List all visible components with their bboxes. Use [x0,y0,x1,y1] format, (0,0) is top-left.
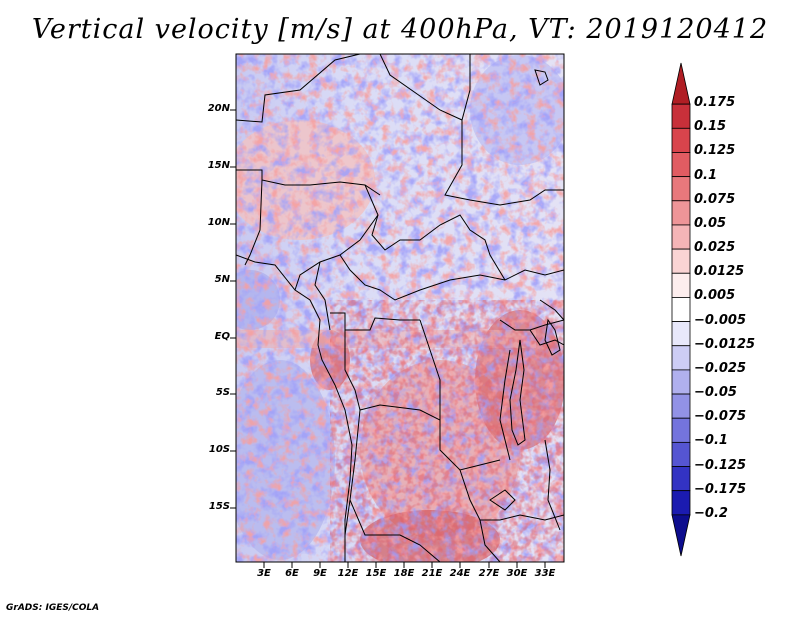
colorbar-level-label: 0.0125 [694,264,745,280]
lat-ticks [230,109,236,509]
lat-label-10n: 10N [207,217,230,228]
colorbar-swatch [671,297,691,322]
map-title: Vertical velocity [m/s] at 400hPa, VT: 2… [31,14,769,45]
colorbar-swatch [671,224,691,250]
lon-label-30e: 30E [506,568,528,579]
colorbar-level-label: −0.125 [694,457,747,473]
lon-label-21e: 21E [421,568,443,579]
lat-label-5n: 5N [214,274,230,285]
colorbar-level-label: 0.175 [694,95,736,111]
lon-label-9e: 9E [313,568,327,579]
colorbar-level-label: −0.1 [694,433,728,449]
lon-label-18e: 18E [393,568,415,579]
lat-label-5s: 5S [215,387,230,398]
colorbar-swatch [671,466,691,492]
colorbar-swatch [671,417,691,443]
colorbar-swatch [671,127,691,153]
colorbar-level-label: −0.05 [694,385,737,401]
colorbar-level-label: 0.025 [694,240,736,256]
colorbar-level-label: 0.1 [694,167,718,183]
colorbar-level-label: −0.0125 [694,336,756,352]
colorbar-level-label: −0.2 [694,505,728,521]
colorbar-level-label: −0.175 [694,481,747,497]
colorbar-swatch [671,441,691,467]
colorbar-level-label: −0.005 [694,312,747,328]
colorbar-level-label: 0.15 [694,119,727,135]
colorbar-level-label: 0.05 [694,215,727,231]
lon-label-15e: 15E [365,568,387,579]
colorbar-swatch [671,200,691,226]
lon-label-24e: 24E [449,568,471,579]
lon-label-33e: 33E [534,568,556,579]
lon-label-6e: 6E [285,568,299,579]
colorbar-swatch [671,514,691,557]
colorbar-level-label: −0.025 [694,360,747,376]
lon-label-27e: 27E [478,568,500,579]
lat-label-10s: 10S [208,444,230,455]
colorbar-swatch [671,62,691,105]
colorbar-level-label: 0.005 [694,288,736,304]
footer-credit: GrADS: IGES/COLA [6,603,100,613]
colorbar-level-label: 0.075 [694,191,736,207]
lat-label-eq: EQ [214,331,230,342]
velocity-field [236,54,564,562]
colorbar-swatch [671,345,691,371]
lon-label-12e: 12E [337,568,359,579]
lat-label-15n: 15N [207,160,230,171]
lon-ticks [263,562,546,568]
colorbar-swatch [671,490,691,516]
colorbar-swatch [671,248,691,274]
colorbar-swatch [671,393,691,419]
lat-label-20n: 20N [207,103,230,114]
colorbar-level-label: −0.075 [694,409,747,425]
colorbar-level-label: 0.125 [694,143,736,159]
lat-label-15s: 15S [208,501,230,512]
colorbar-swatch [671,369,691,395]
lon-label-3e: 3E [257,568,271,579]
colorbar [671,62,691,557]
colorbar-swatch [671,176,691,202]
colorbar-swatch [671,272,691,298]
colorbar-swatch [671,152,691,178]
colorbar-swatch [671,103,691,129]
map-frame [235,53,565,563]
country-borders [236,54,564,562]
colorbar-swatch [671,321,691,347]
